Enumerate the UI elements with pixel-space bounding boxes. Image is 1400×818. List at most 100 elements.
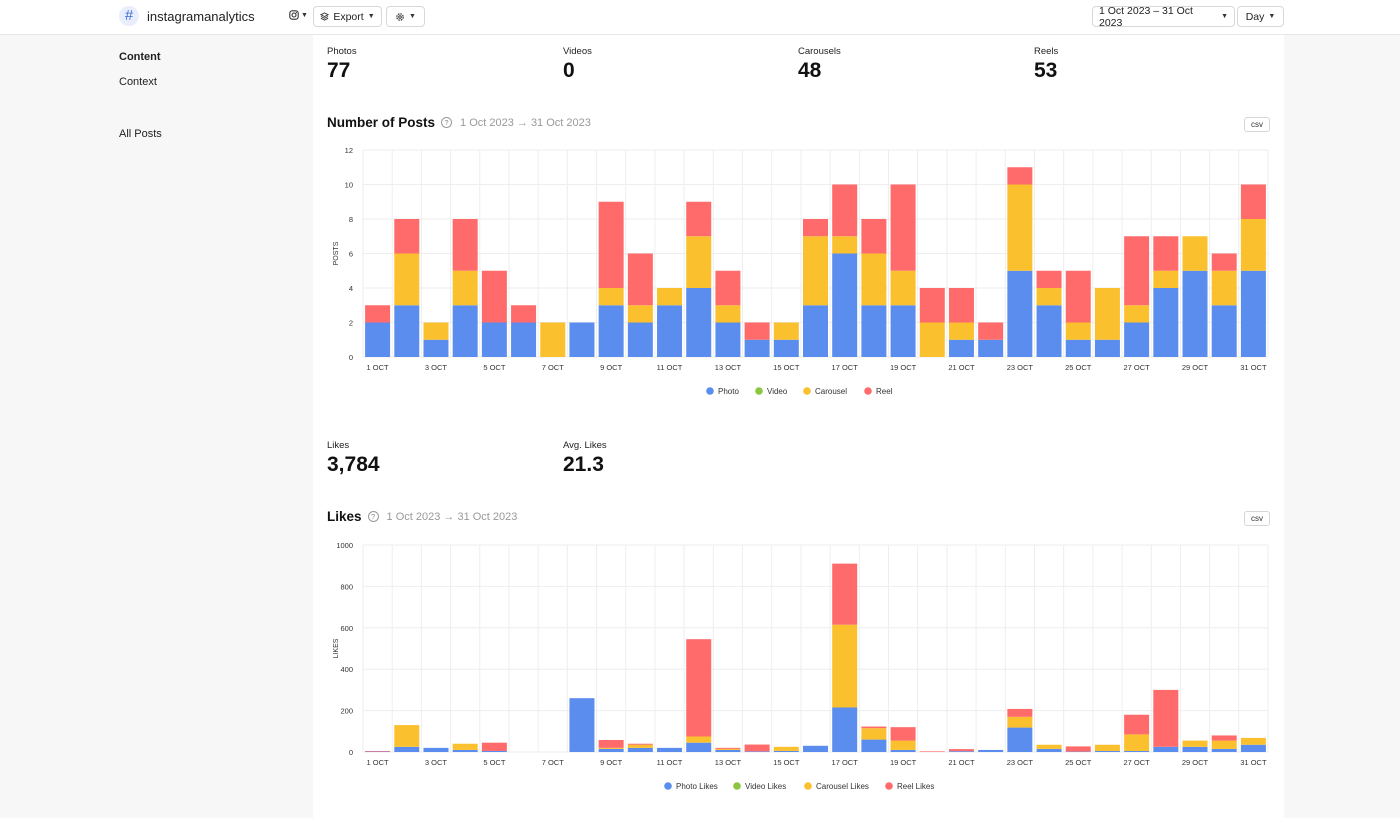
- bar-segment[interactable]: [686, 288, 712, 357]
- bar-segment[interactable]: [569, 698, 595, 752]
- bar-segment[interactable]: [657, 288, 683, 306]
- bar-segment[interactable]: [715, 747, 741, 749]
- bar-segment[interactable]: [1153, 746, 1179, 752]
- bar-segment[interactable]: [394, 746, 420, 752]
- bar-segment[interactable]: [948, 749, 974, 752]
- bar-segment[interactable]: [1094, 288, 1120, 340]
- bar-segment[interactable]: [452, 270, 478, 306]
- bar-segment[interactable]: [1153, 689, 1179, 747]
- bar-segment[interactable]: [394, 219, 420, 254]
- bar-segment[interactable]: [861, 305, 887, 357]
- bar-segment[interactable]: [1036, 748, 1062, 752]
- bar-segment[interactable]: [1124, 236, 1150, 306]
- bar-segment[interactable]: [832, 624, 858, 708]
- bar-segment[interactable]: [627, 747, 653, 752]
- bar-segment[interactable]: [773, 746, 799, 751]
- bar-segment[interactable]: [1065, 746, 1091, 752]
- legend-label[interactable]: Reel Likes: [897, 782, 934, 791]
- bar-segment[interactable]: [1211, 253, 1237, 271]
- bar-segment[interactable]: [540, 322, 566, 358]
- bar-segment[interactable]: [1124, 305, 1150, 323]
- bar-segment[interactable]: [773, 322, 799, 340]
- bar-segment[interactable]: [1153, 288, 1179, 357]
- bar-segment[interactable]: [1211, 305, 1237, 357]
- bar-segment[interactable]: [1036, 744, 1062, 749]
- bar-segment[interactable]: [598, 739, 624, 748]
- bar-segment[interactable]: [598, 305, 624, 357]
- bar-segment[interactable]: [686, 742, 712, 752]
- bar-segment[interactable]: [1007, 708, 1033, 717]
- bar-segment[interactable]: [1007, 716, 1033, 728]
- bar-segment[interactable]: [598, 288, 624, 306]
- bar-segment[interactable]: [511, 305, 537, 323]
- bar-segment[interactable]: [744, 751, 770, 752]
- bar-segment[interactable]: [832, 563, 858, 625]
- bar-segment[interactable]: [919, 751, 945, 752]
- bar-segment[interactable]: [481, 750, 507, 752]
- bar-segment[interactable]: [890, 740, 916, 750]
- help-icon[interactable]: ?: [367, 511, 379, 522]
- legend-label[interactable]: Video Likes: [745, 782, 786, 791]
- bar-segment[interactable]: [394, 725, 420, 747]
- bar-segment[interactable]: [832, 253, 858, 358]
- bar-segment[interactable]: [1007, 727, 1033, 752]
- bar-segment[interactable]: [452, 219, 478, 271]
- bar-segment[interactable]: [890, 749, 916, 752]
- bar-segment[interactable]: [627, 743, 653, 745]
- bar-segment[interactable]: [423, 747, 449, 752]
- bar-segment[interactable]: [744, 322, 770, 340]
- bar-segment[interactable]: [1007, 270, 1033, 357]
- bar-segment[interactable]: [598, 201, 624, 288]
- bar-segment[interactable]: [365, 750, 391, 752]
- bar-segment[interactable]: [365, 322, 391, 358]
- help-icon[interactable]: ?: [441, 117, 453, 128]
- legend-label[interactable]: Photo: [718, 387, 739, 396]
- bar-segment[interactable]: [978, 322, 1004, 340]
- bar-segment[interactable]: [1007, 167, 1033, 185]
- legend-label[interactable]: Video: [767, 387, 788, 396]
- bar-segment[interactable]: [715, 305, 741, 323]
- bar-segment[interactable]: [481, 742, 507, 751]
- sidebar-item-all-posts[interactable]: All Posts: [119, 128, 162, 140]
- bar-segment[interactable]: [511, 322, 537, 358]
- bar-segment[interactable]: [1094, 339, 1120, 357]
- bar-segment[interactable]: [598, 747, 624, 749]
- bar-segment[interactable]: [978, 749, 1004, 752]
- bar-segment[interactable]: [452, 743, 478, 750]
- bar-segment[interactable]: [803, 236, 828, 306]
- settings-button[interactable]: ▼: [386, 6, 425, 27]
- bar-segment[interactable]: [715, 322, 741, 358]
- bar-segment[interactable]: [861, 728, 887, 740]
- posts-csv-button[interactable]: csv: [1244, 117, 1270, 132]
- bar-segment[interactable]: [569, 322, 595, 358]
- bar-segment[interactable]: [627, 305, 653, 323]
- bar-segment[interactable]: [1065, 322, 1091, 340]
- bar-segment[interactable]: [773, 339, 799, 357]
- bar-segment[interactable]: [861, 253, 887, 306]
- bar-segment[interactable]: [1240, 219, 1266, 271]
- bar-segment[interactable]: [890, 305, 916, 357]
- bar-segment[interactable]: [1124, 734, 1150, 751]
- bar-segment[interactable]: [1124, 322, 1150, 358]
- bar-segment[interactable]: [1094, 750, 1120, 752]
- bar-segment[interactable]: [1240, 744, 1266, 752]
- bar-segment[interactable]: [715, 749, 741, 752]
- bar-segment[interactable]: [744, 744, 770, 752]
- bar-segment[interactable]: [1065, 270, 1091, 323]
- bar-segment[interactable]: [1240, 737, 1266, 745]
- bar-segment[interactable]: [627, 322, 653, 358]
- bar-segment[interactable]: [803, 305, 828, 357]
- export-button[interactable]: Export ▼: [313, 6, 382, 27]
- bar-segment[interactable]: [686, 236, 712, 288]
- bar-segment[interactable]: [657, 305, 683, 357]
- bar-segment[interactable]: [1153, 270, 1179, 288]
- sidebar-item-context[interactable]: Context: [119, 76, 157, 88]
- bar-segment[interactable]: [832, 707, 858, 752]
- bar-segment[interactable]: [423, 339, 449, 357]
- bar-segment[interactable]: [1124, 714, 1150, 735]
- bar-segment[interactable]: [919, 322, 945, 358]
- bar-segment[interactable]: [627, 253, 653, 306]
- bar-segment[interactable]: [861, 726, 887, 729]
- bar-segment[interactable]: [598, 748, 624, 752]
- bar-segment[interactable]: [394, 253, 420, 306]
